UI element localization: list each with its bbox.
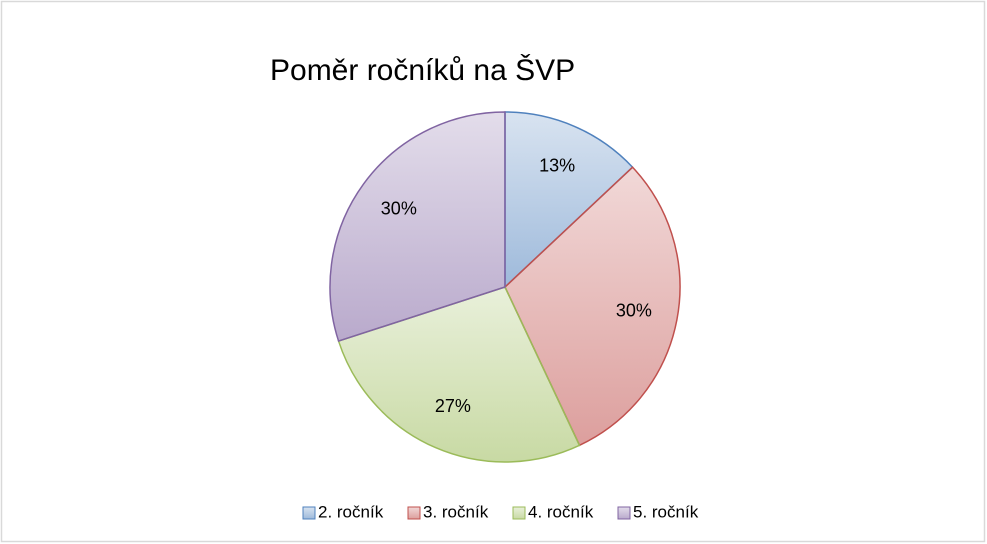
legend-swatch [302, 506, 316, 520]
legend-swatch [512, 506, 526, 520]
data-label: 27% [435, 396, 471, 416]
legend-swatch [617, 506, 631, 520]
pie-slice [337, 286, 581, 463]
legend-swatch [407, 506, 421, 520]
legend-label: 3. ročník [423, 502, 489, 521]
legend-label: 5. ročník [633, 502, 699, 521]
data-label: 30% [381, 199, 417, 219]
legend-label: 2. ročník [318, 502, 384, 521]
data-label: 30% [616, 300, 652, 320]
pie-slice [504, 166, 681, 447]
pie-slice [329, 111, 506, 343]
legend-label: 4. ročník [528, 502, 594, 521]
data-label: 13% [539, 155, 575, 175]
chart-title: Poměr ročníků na ŠVP [270, 53, 575, 87]
pie-slice [504, 111, 634, 289]
